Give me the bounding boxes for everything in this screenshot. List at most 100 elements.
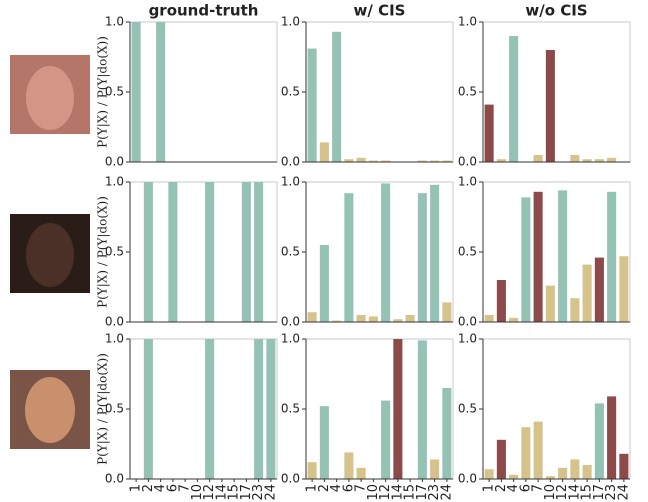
x-tick-label: 1 xyxy=(482,484,497,492)
y-tick-label: 1.0 xyxy=(105,15,124,29)
bar xyxy=(607,396,617,479)
x-tick-label: 6 xyxy=(165,484,180,492)
bar xyxy=(156,22,166,162)
x-tick-label: 15 xyxy=(403,484,418,501)
bar xyxy=(533,191,543,322)
bar xyxy=(405,315,415,322)
y-tick-label: 0.0 xyxy=(458,315,477,329)
bar xyxy=(545,50,555,162)
bar xyxy=(356,157,366,162)
bar xyxy=(393,339,403,479)
bar xyxy=(582,465,592,479)
bar xyxy=(417,340,427,479)
y-tick-label: 0.5 xyxy=(105,402,124,416)
bar xyxy=(254,182,264,322)
bar xyxy=(307,462,317,479)
bar xyxy=(496,439,506,479)
bar xyxy=(344,159,354,162)
bar xyxy=(509,36,519,162)
bar xyxy=(545,476,555,479)
column-title: ground-truth xyxy=(149,2,259,20)
x-tick-label: 24 xyxy=(616,484,631,501)
bar xyxy=(368,316,378,322)
y-tick-label: 0.0 xyxy=(105,472,124,486)
bar xyxy=(143,182,153,322)
panel-frame xyxy=(129,21,278,163)
bar xyxy=(266,339,276,479)
x-tick-label: 7 xyxy=(354,484,369,492)
bar xyxy=(356,315,366,322)
x-tick-label: 14 xyxy=(214,484,229,501)
x-tick-label: 23 xyxy=(427,484,442,501)
y-tick-label: 1.0 xyxy=(281,15,300,29)
x-tick-label: 24 xyxy=(439,484,454,501)
bar xyxy=(430,160,440,162)
bar xyxy=(332,31,342,162)
bar xyxy=(570,155,580,162)
y-tick-label: 0.5 xyxy=(281,85,300,99)
bar xyxy=(319,406,329,479)
y-axis-label: P(Y|X) / P(Y|do(X)) xyxy=(96,353,110,465)
bar xyxy=(484,315,494,322)
x-tick-label: 2 xyxy=(317,484,332,492)
y-tick-label: 0.5 xyxy=(458,245,477,259)
bar xyxy=(368,160,378,162)
y-axis-label: P(Y|X) / P(Y|do(X)) xyxy=(96,196,110,308)
y-tick-label: 1.0 xyxy=(281,332,300,346)
bar xyxy=(442,160,452,162)
bar xyxy=(619,256,629,322)
y-tick-label: 0.0 xyxy=(105,155,124,169)
x-tick-label: 17 xyxy=(592,484,607,501)
x-tick-label: 23 xyxy=(251,484,266,501)
x-tick-label: 17 xyxy=(415,484,430,501)
y-tick-label: 0.0 xyxy=(105,315,124,329)
y-tick-label: 0.5 xyxy=(105,85,124,99)
bar xyxy=(332,320,342,322)
bar xyxy=(533,421,543,479)
x-tick-label: 4 xyxy=(329,484,344,492)
bar xyxy=(417,193,427,322)
bar xyxy=(254,339,264,479)
x-tick-label: 12 xyxy=(378,484,393,501)
bar xyxy=(570,459,580,479)
bar xyxy=(205,339,215,479)
bar xyxy=(509,317,519,322)
y-tick-label: 1.0 xyxy=(281,175,300,189)
bar xyxy=(582,264,592,322)
y-tick-label: 0.0 xyxy=(281,155,300,169)
bar xyxy=(619,453,629,479)
x-tick-label: 6 xyxy=(518,484,533,492)
face-images xyxy=(10,55,90,449)
x-tick-label: 10 xyxy=(190,484,205,501)
bar xyxy=(570,298,580,322)
panel-frame xyxy=(305,21,454,163)
y-tick-label: 1.0 xyxy=(105,175,124,189)
y-tick-label: 0.5 xyxy=(458,85,477,99)
x-tick-label: 17 xyxy=(239,484,254,501)
bar xyxy=(381,183,391,322)
bar xyxy=(168,182,178,322)
y-tick-label: 0.0 xyxy=(281,472,300,486)
x-tick-label: 1 xyxy=(129,484,144,492)
face-image xyxy=(26,223,74,287)
bar xyxy=(417,160,427,162)
face-image xyxy=(26,66,74,130)
bar xyxy=(521,427,531,479)
bar xyxy=(594,257,604,322)
bar xyxy=(393,319,403,322)
x-tick-label: 12 xyxy=(555,484,570,501)
bar xyxy=(307,312,317,322)
bar xyxy=(582,159,592,162)
bar xyxy=(381,160,391,162)
bar xyxy=(442,302,452,322)
x-tick-label: 6 xyxy=(341,484,356,492)
x-tick-label: 7 xyxy=(531,484,546,492)
bar xyxy=(509,474,519,479)
bar xyxy=(594,403,604,479)
y-tick-label: 0.0 xyxy=(458,472,477,486)
bar xyxy=(442,388,452,479)
x-tick-label: 2 xyxy=(494,484,509,492)
bar xyxy=(607,157,617,162)
y-axis-label: P(Y|X) / P(Y|do(X)) xyxy=(96,36,110,148)
bar xyxy=(319,142,329,162)
